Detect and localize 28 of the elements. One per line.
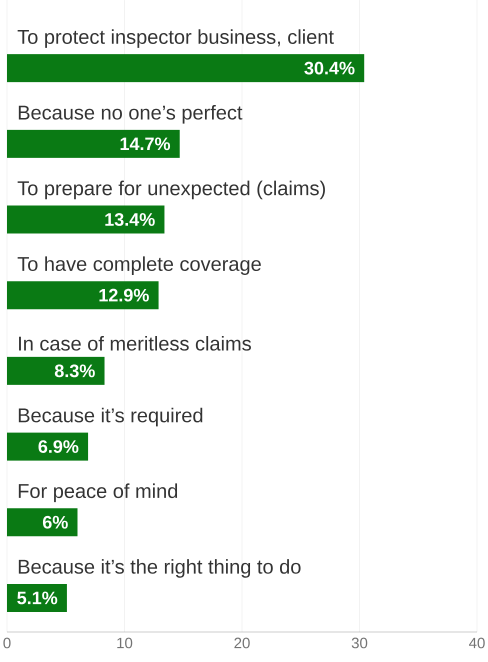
data-label: 6.9%	[38, 440, 78, 453]
data-label: 30.4%	[304, 62, 355, 75]
data-label: 6%	[42, 516, 68, 529]
bar	[7, 356, 105, 385]
bar	[7, 130, 180, 158]
y-tick-label: For peace of mind	[18, 483, 178, 502]
y-tick-label: Because it’s required	[18, 408, 202, 426]
y-tick-label: Because it’s the right thing to do	[18, 559, 301, 578]
y-tick-label: Because no one’s perfect	[18, 104, 242, 124]
data-label: 12.9%	[99, 288, 149, 302]
bar	[7, 432, 88, 461]
y-tick-label: To have complete coverage	[18, 256, 261, 275]
data-label: 13.4%	[105, 213, 155, 226]
x-tick-label: 20	[234, 638, 250, 648]
y-tick-label: In case of meritless claims	[19, 336, 251, 351]
y-tick-label: To prepare for unexpected (claims)	[18, 180, 325, 200]
data-label: 8.3%	[54, 364, 95, 378]
x-tick-label: 30	[352, 638, 368, 648]
x-tick-label: 10	[117, 638, 132, 648]
x-tick-label: 40	[469, 638, 485, 648]
data-label: 5.1%	[17, 592, 58, 604]
bar	[7, 206, 164, 234]
bar	[7, 54, 364, 82]
y-tick-label: To protect inspector business, client	[18, 29, 334, 48]
bar	[7, 508, 78, 536]
bar	[7, 281, 159, 310]
x-tick-label: 0	[3, 638, 11, 648]
data-label: 14.7%	[120, 137, 170, 150]
